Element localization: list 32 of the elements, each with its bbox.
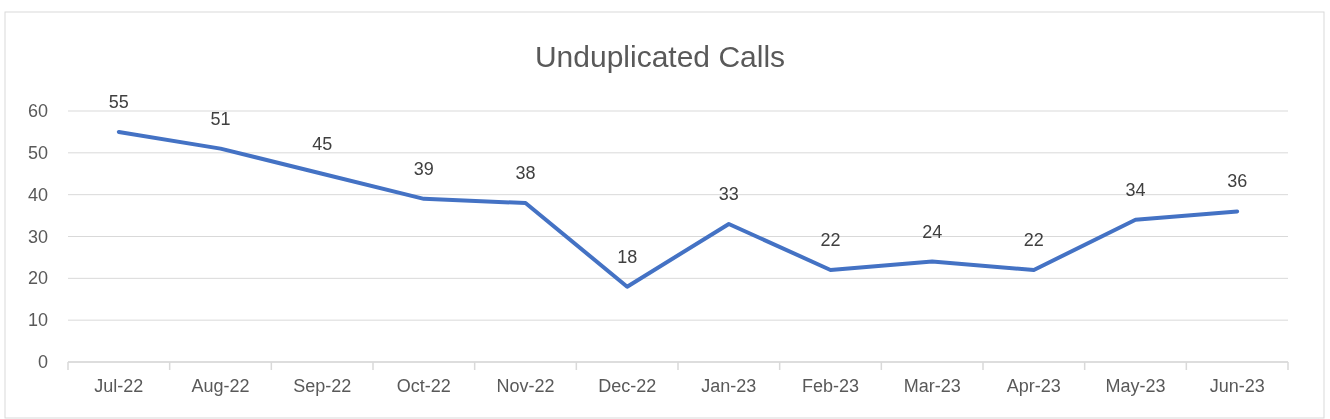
data-label: 38: [515, 163, 536, 184]
x-tick-label: Sep-22: [293, 376, 352, 396]
y-tick-label: 60: [27, 101, 48, 121]
data-label: 34: [1125, 179, 1146, 200]
data-label: 39: [413, 158, 434, 179]
data-label: 45: [312, 133, 333, 154]
x-tick-label: Aug-22: [191, 376, 250, 396]
x-tick-label: Jul-22: [94, 376, 144, 396]
y-tick-label: 0: [37, 352, 48, 372]
data-label: 24: [922, 221, 943, 242]
x-tick-label: Apr-23: [1006, 376, 1061, 396]
x-tick-label: Jan-23: [701, 376, 757, 396]
y-tick-label: 40: [27, 184, 48, 205]
chart-title: Unduplicated Calls: [534, 40, 786, 73]
x-tick-label: Feb-23: [801, 376, 860, 396]
data-label: 55: [108, 91, 129, 112]
data-label: 36: [1227, 171, 1248, 192]
x-tick-label: May-23: [1105, 376, 1166, 396]
data-label: 22: [1023, 229, 1044, 250]
x-tick-label: Jun-23: [1209, 376, 1265, 396]
x-tick-label: Mar-23: [903, 376, 961, 396]
x-tick-label: Nov-22: [496, 376, 555, 396]
data-label: 18: [617, 246, 638, 267]
data-label: 33: [718, 183, 739, 204]
y-tick-label: 10: [27, 310, 48, 331]
data-label: 22: [820, 229, 841, 250]
y-tick-label: 50: [27, 142, 48, 163]
y-tick-label: 30: [27, 226, 48, 247]
data-label: 51: [210, 108, 231, 129]
y-tick-label: 20: [27, 268, 48, 289]
x-tick-label: Dec-22: [598, 376, 657, 396]
x-tick-label: Oct-22: [396, 376, 451, 396]
